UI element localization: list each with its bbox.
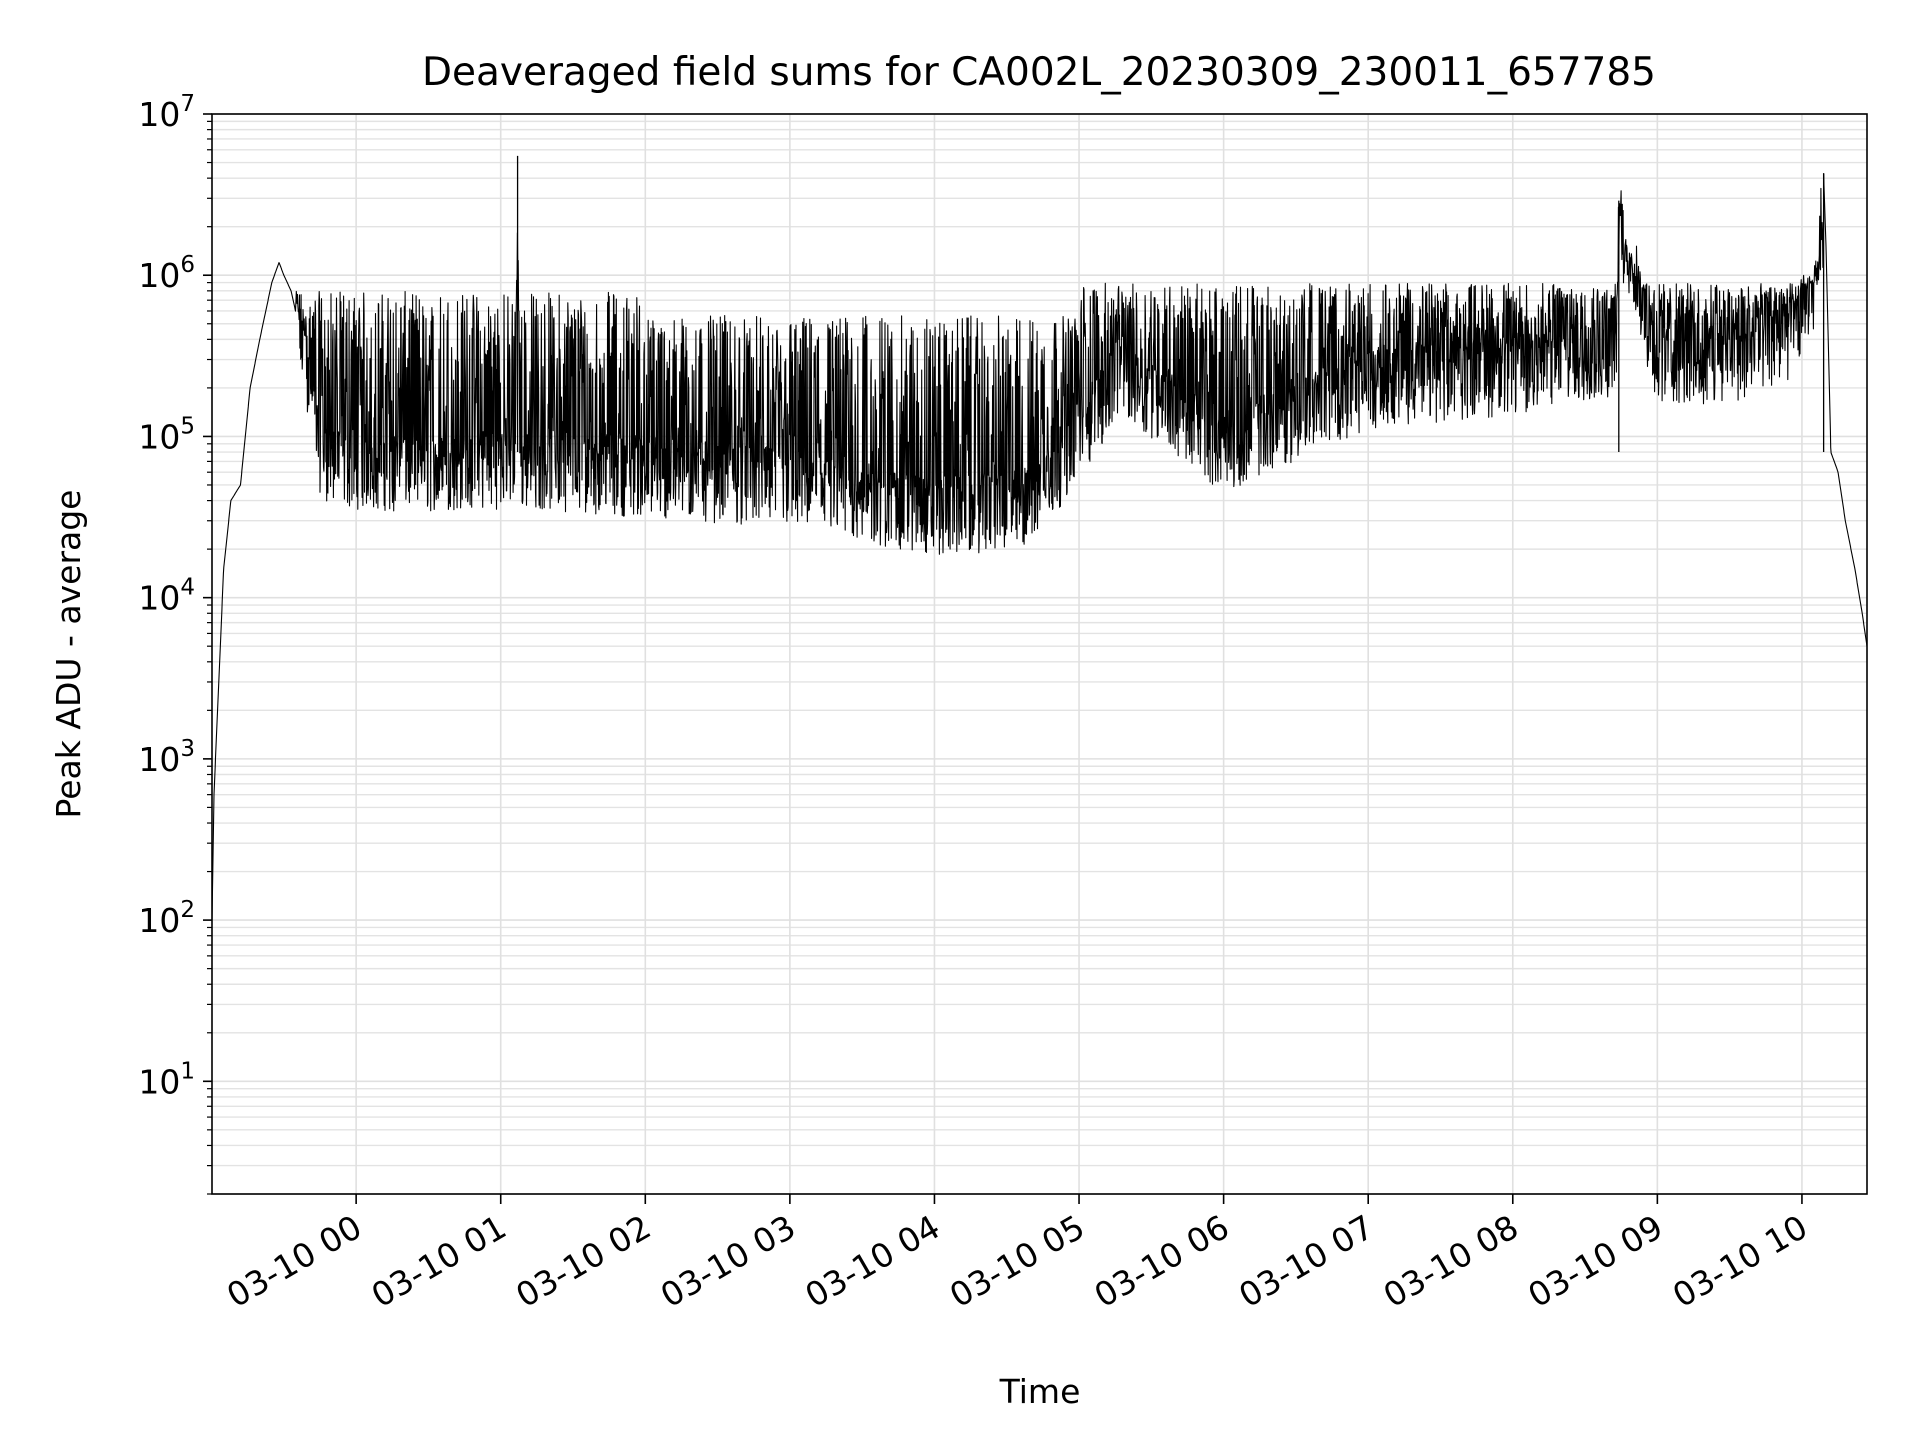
grid-minor (212, 120, 1867, 1195)
y-axis-ticks: 101 102 103 104 105 106 107 (138, 91, 212, 1195)
y-tick-label: 104 (138, 575, 195, 618)
grid-major (212, 113, 1867, 1194)
series-line (211, 173, 1868, 921)
y-axis-label: Peak ADU - average (49, 490, 88, 819)
x-axis-label: Time (999, 1372, 1081, 1411)
y-tick-label: 101 (138, 1058, 195, 1101)
plot-frame (211, 113, 1868, 1195)
series-layer (211, 155, 1868, 921)
chart-title: Deaveraged field sums for CA002L_2023030… (422, 50, 1656, 95)
y-tick-label: 106 (138, 252, 195, 295)
y-tick-label: 103 (138, 736, 195, 779)
y-tick-label: 105 (138, 413, 195, 456)
y-tick-label: 102 (138, 897, 195, 940)
y-tick-label: 107 (138, 91, 195, 134)
